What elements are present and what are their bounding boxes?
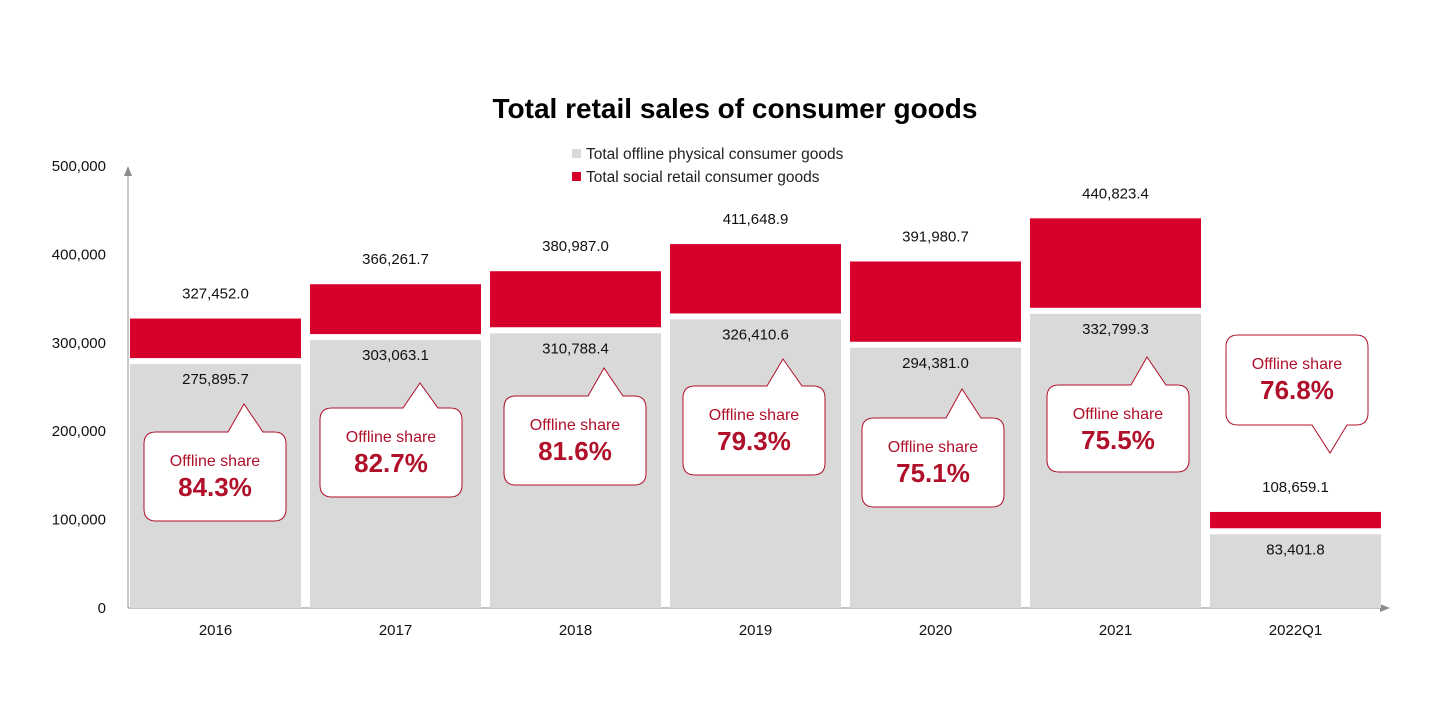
offline-share-bubble (1046, 356, 1190, 473)
bar-social (1030, 218, 1201, 308)
y-tick-label: 0 (98, 600, 106, 617)
value-labels: 327,452.0 275,895.7 366,261.7 303,063.1 380,… (182, 185, 1329, 558)
offline-share-value: 84.3% (178, 472, 252, 502)
offline-share-bubble (861, 388, 1005, 508)
data-label-total: 440,823.4 (1082, 185, 1149, 202)
offline-share-bubble (319, 382, 463, 498)
offline-share-value: 81.6% (538, 436, 612, 466)
data-label-offline: 310,788.4 (542, 340, 609, 357)
y-tick-label: 200,000 (52, 423, 106, 440)
data-label-offline: 332,799.3 (1082, 321, 1149, 338)
data-label-total: 411,648.9 (723, 211, 789, 228)
legend-label-offline: Total offline physical consumer goods (586, 146, 844, 163)
offline-share-callouts: Offline share 84.3% Offline share 82.7% Offl… (143, 334, 1369, 522)
bar-social (490, 271, 661, 328)
data-label-total: 327,452.0 (182, 286, 249, 303)
data-label-total: 366,261.7 (362, 251, 429, 268)
offline-share-value: 76.8% (1260, 375, 1334, 405)
data-label-total: 380,987.0 (542, 238, 609, 255)
bar-social (1210, 511, 1381, 529)
data-label-offline: 303,063.1 (362, 347, 429, 364)
data-label-offline: 275,895.7 (182, 371, 249, 388)
y-tick-label: 300,000 (52, 335, 106, 352)
offline-share-value: 79.3% (717, 426, 791, 456)
bar-social (130, 318, 301, 359)
offline-share-value: 75.1% (896, 458, 970, 488)
y-tick-label: 100,000 (52, 512, 106, 529)
data-label-offline: 83,401.8 (1266, 541, 1324, 558)
offline-share-label: Offline share (1073, 406, 1164, 423)
bar-social (310, 284, 481, 335)
y-tick-label: 400,000 (52, 246, 106, 263)
data-label-offline: 326,410.6 (722, 326, 789, 343)
category-label: 2018 (559, 622, 592, 639)
offline-share-bubble (143, 403, 287, 522)
data-label-total: 108,659.1 (1262, 479, 1329, 496)
offline-share-label: Offline share (170, 453, 261, 470)
offline-share-bubble (1225, 334, 1369, 454)
data-label-offline: 294,381.0 (902, 355, 969, 372)
legend-swatch-offline (572, 149, 581, 158)
offline-share-label: Offline share (888, 439, 979, 456)
offline-share-label: Offline share (1252, 356, 1343, 373)
legend: Total offline physical consumer goods To… (572, 146, 844, 186)
category-label: 2022Q1 (1269, 622, 1322, 639)
data-label-total: 391,980.7 (902, 228, 969, 245)
y-tick-label: 500,000 (52, 158, 106, 175)
category-labels: 2016 2017 2018 2019 2020 2021 2022Q1 (199, 622, 1322, 639)
bar-social (850, 261, 1021, 342)
category-label: 2017 (379, 622, 412, 639)
category-label: 2019 (739, 622, 772, 639)
offline-share-value: 75.5% (1081, 425, 1155, 455)
bar-social (670, 244, 841, 314)
offline-share-value: 82.7% (354, 448, 428, 478)
chart-title: Total retail sales of consumer goods (493, 93, 978, 124)
x-axis-arrow (1380, 604, 1390, 612)
category-label: 2021 (1099, 622, 1132, 639)
bar-offline (1210, 534, 1381, 608)
offline-share-bubble (682, 358, 826, 476)
y-axis-arrow (124, 166, 132, 176)
offline-share-label: Offline share (530, 417, 621, 434)
offline-share-bubble (503, 367, 647, 486)
offline-share-label: Offline share (346, 429, 437, 446)
category-label: 2020 (919, 622, 952, 639)
category-label: 2016 (199, 622, 232, 639)
offline-share-label: Offline share (709, 407, 800, 424)
legend-swatch-social (572, 172, 581, 181)
legend-label-social: Total social retail consumer goods (586, 169, 820, 186)
